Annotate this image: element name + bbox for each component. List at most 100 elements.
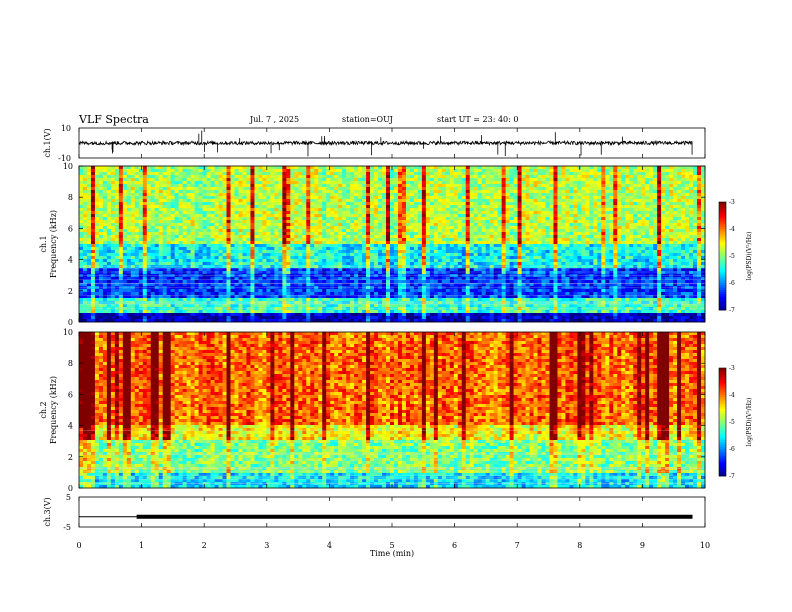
spectrogram-cell xyxy=(278,277,283,281)
spectrogram-cell xyxy=(198,262,203,266)
spectrogram-cell xyxy=(94,310,100,314)
spectrogram-cell xyxy=(310,262,315,266)
spectrogram-cell xyxy=(202,319,207,323)
spectrogram-cell xyxy=(322,220,327,224)
spectrogram-cell xyxy=(230,247,235,251)
spectrogram-cell xyxy=(346,298,351,302)
spectrogram-cell xyxy=(314,220,319,224)
spectrogram-cell xyxy=(170,166,175,170)
spectrogram-cell xyxy=(350,235,355,239)
spectrogram-cell xyxy=(182,208,187,212)
spectrogram-cell xyxy=(322,289,327,293)
spectrogram-cell xyxy=(421,214,427,218)
spectrogram-cell xyxy=(138,256,144,260)
spectrogram-cell xyxy=(401,190,407,194)
spectrogram-cell xyxy=(274,223,279,227)
spectrogram-cell xyxy=(234,304,239,308)
spectrogram-cell xyxy=(286,277,291,281)
spectrogram-cell xyxy=(98,193,104,197)
spectrogram-cell xyxy=(238,241,243,245)
spectrogram-cell xyxy=(378,283,383,287)
spectrogram-cell xyxy=(322,313,327,317)
spectrogram-cell xyxy=(386,229,391,233)
spectrogram-cell xyxy=(310,172,315,176)
spectrogram-cell xyxy=(250,310,255,314)
spectrogram-cell xyxy=(393,193,399,197)
spectrogram-cell xyxy=(370,232,375,236)
spectrogram-cell xyxy=(342,220,347,224)
spectrogram-cell xyxy=(98,247,104,251)
spectrogram-cell xyxy=(142,220,148,224)
spectrogram-cell xyxy=(397,304,403,308)
spectrogram-cell xyxy=(146,187,152,191)
spectrogram-cell xyxy=(162,253,168,257)
spectrogram-cell xyxy=(102,289,108,293)
spectrogram-cell xyxy=(226,238,231,242)
spectrogram-cell xyxy=(278,271,283,275)
spectrogram-cell xyxy=(79,181,84,185)
spectrogram-cell xyxy=(146,211,152,215)
spectrogram-cell xyxy=(278,274,283,278)
spectrogram-cell xyxy=(246,169,251,173)
spectrogram-cell xyxy=(202,196,207,200)
spectrogram-cell xyxy=(390,304,395,308)
spectrogram-cell xyxy=(258,265,263,269)
spectrogram-cell xyxy=(433,166,439,170)
spectrogram-cell xyxy=(262,202,267,206)
spectrogram-cell xyxy=(302,223,307,227)
spectrogram-cell xyxy=(79,232,84,236)
spectrogram-cell xyxy=(290,316,295,320)
spectrogram-cell xyxy=(314,250,319,254)
spectrogram-cell xyxy=(306,190,311,194)
spectrogram-cell xyxy=(90,169,96,173)
spectrogram-cell xyxy=(302,259,307,263)
spectrogram-cell xyxy=(238,235,243,239)
spectrogram-cell xyxy=(306,268,311,272)
spectrogram-cell xyxy=(354,190,359,194)
spectrogram-cell xyxy=(79,184,84,188)
spectrogram-cell xyxy=(134,292,140,296)
spectrogram-cell xyxy=(453,217,459,221)
spectrogram-cell xyxy=(429,226,435,230)
spectrogram-cell xyxy=(286,184,291,188)
spectrogram-cell xyxy=(258,166,263,170)
spectrogram-cell xyxy=(334,313,339,317)
spectrogram-cell xyxy=(258,208,263,212)
spectrogram-cell xyxy=(346,166,351,170)
spectrogram-cell xyxy=(314,211,319,215)
spectrogram-cell xyxy=(258,232,263,236)
spectrogram-cell xyxy=(314,316,319,320)
spectrogram-cell xyxy=(378,259,383,263)
spectrogram-cell xyxy=(242,184,247,188)
spectrogram-cell xyxy=(190,280,195,284)
spectrogram-cell xyxy=(242,268,247,272)
spectrogram-cell xyxy=(202,205,207,209)
spectrogram-cell xyxy=(441,304,447,308)
spectrogram-cell xyxy=(453,229,459,233)
spectrogram-cell xyxy=(290,289,295,293)
spectrogram-cell xyxy=(378,217,383,221)
spectrogram-cell xyxy=(258,253,263,257)
spectrogram-cell xyxy=(302,262,307,266)
spectrogram-cell xyxy=(286,226,291,230)
spectrogram-cell xyxy=(294,277,299,281)
spectrogram-cell xyxy=(142,250,148,254)
spectrogram-cell xyxy=(214,211,219,215)
spectrogram-cell xyxy=(258,295,263,299)
spectrogram-cell xyxy=(154,289,160,293)
spectrogram-cell xyxy=(342,214,347,218)
spectrogram-cell xyxy=(166,178,172,182)
spectrogram-cell xyxy=(238,292,243,296)
spectrogram-cell xyxy=(182,262,187,266)
spectrogram-cell xyxy=(370,190,375,194)
spectrogram-cell xyxy=(86,238,92,242)
spectrogram-cell xyxy=(106,199,112,203)
spectrogram-cell xyxy=(218,304,223,308)
spectrogram-cell xyxy=(306,244,311,248)
spectrogram-cell xyxy=(118,259,124,263)
spectrogram-cell xyxy=(322,166,327,170)
spectrogram-cell xyxy=(134,256,140,260)
spectrogram-cell xyxy=(146,277,152,281)
spectrogram-cell xyxy=(441,166,447,170)
spectrogram-cell xyxy=(266,232,271,236)
